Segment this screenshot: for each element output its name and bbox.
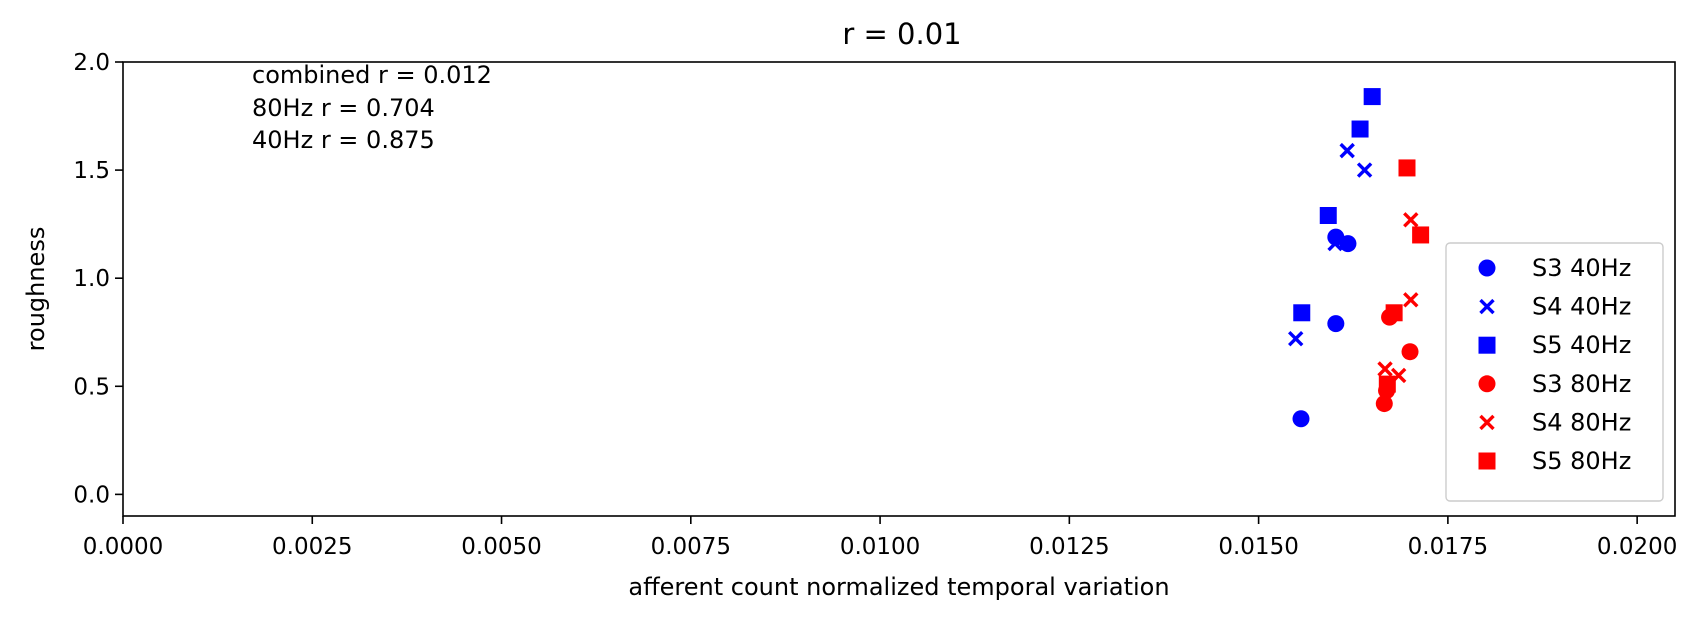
data-point xyxy=(1403,212,1419,228)
data-point xyxy=(1327,235,1343,252)
data-points xyxy=(1288,88,1430,428)
annotation-40hz-r: 40Hz r = 0.875 xyxy=(252,126,435,154)
y-tick-label: 0.5 xyxy=(73,374,110,400)
y-tick-label: 1.5 xyxy=(73,158,110,184)
legend: S3 40Hz S4 40Hz S5 40Hz S3 80Hz S4 80Hz S5 80… xyxy=(1445,242,1664,502)
legend-marker xyxy=(1478,336,1496,354)
x-tick-label: 0.0025 xyxy=(272,534,352,560)
legend-frame xyxy=(1445,242,1664,502)
y-tick-label: 1.0 xyxy=(73,266,110,292)
y-tick-label: 0.0 xyxy=(73,482,110,508)
legend-label: S3 80Hz xyxy=(1532,370,1631,398)
data-point xyxy=(1363,88,1381,106)
series-s5-40hz xyxy=(1293,88,1381,322)
data-point xyxy=(1356,162,1373,178)
data-point xyxy=(1412,226,1430,244)
series-s4-40hz xyxy=(1288,142,1373,347)
data-point xyxy=(1319,206,1337,224)
data-point xyxy=(1292,410,1310,428)
y-axis: 0.0 0.5 1.0 1.5 2.0 xyxy=(73,50,123,508)
x-tick-label: 0.0200 xyxy=(1597,534,1677,560)
data-point xyxy=(1327,315,1345,333)
series-s4-80hz xyxy=(1377,212,1419,384)
data-point xyxy=(1351,120,1369,138)
y-axis-label: roughness xyxy=(22,227,50,352)
legend-label: S4 40Hz xyxy=(1532,293,1631,321)
legend-label: S5 80Hz xyxy=(1532,447,1631,475)
legend-marker xyxy=(1478,259,1496,277)
data-point xyxy=(1375,395,1393,413)
x-tick-label: 0.0150 xyxy=(1218,534,1298,560)
x-tick-label: 0.0000 xyxy=(83,534,163,560)
annotation-block: combined r = 0.012 80Hz r = 0.704 40Hz r… xyxy=(252,61,492,154)
legend-marker xyxy=(1479,298,1495,315)
x-tick-label: 0.0050 xyxy=(461,534,541,560)
x-tick-label: 0.0075 xyxy=(651,534,731,560)
data-point xyxy=(1377,361,1393,377)
y-tick-label: 2.0 xyxy=(73,50,110,76)
annotation-80hz-r: 80Hz r = 0.704 xyxy=(252,94,435,122)
legend-marker xyxy=(1478,452,1496,470)
series-s3-40hz xyxy=(1292,228,1357,428)
x-tick-label: 0.0175 xyxy=(1408,534,1488,560)
x-tick-label: 0.0100 xyxy=(840,534,920,560)
data-point xyxy=(1403,292,1419,308)
data-point xyxy=(1339,235,1357,253)
data-point xyxy=(1288,331,1304,347)
data-point xyxy=(1339,142,1355,159)
x-tick-label: 0.0125 xyxy=(1029,534,1109,560)
annotation-combined-r: combined r = 0.012 xyxy=(252,61,492,89)
data-point xyxy=(1401,343,1419,361)
data-point xyxy=(1378,375,1396,393)
data-point xyxy=(1398,159,1416,177)
legend-label: S3 40Hz xyxy=(1532,254,1631,282)
legend-label: S4 80Hz xyxy=(1532,408,1631,436)
legend-label: S5 40Hz xyxy=(1532,331,1631,359)
data-point xyxy=(1293,304,1311,322)
legend-marker xyxy=(1479,414,1495,431)
data-point xyxy=(1385,304,1403,322)
series-s5-80hz xyxy=(1378,159,1430,393)
legend-marker xyxy=(1478,375,1496,393)
chart-title: r = 0.01 xyxy=(842,17,961,51)
x-axis: 0.0000 0.0025 0.0050 0.0075 0.0100 0.0125 0.01… xyxy=(83,516,1677,560)
plot-area xyxy=(122,61,1676,517)
x-axis-label: afferent count normalized temporal varia… xyxy=(628,573,1169,601)
